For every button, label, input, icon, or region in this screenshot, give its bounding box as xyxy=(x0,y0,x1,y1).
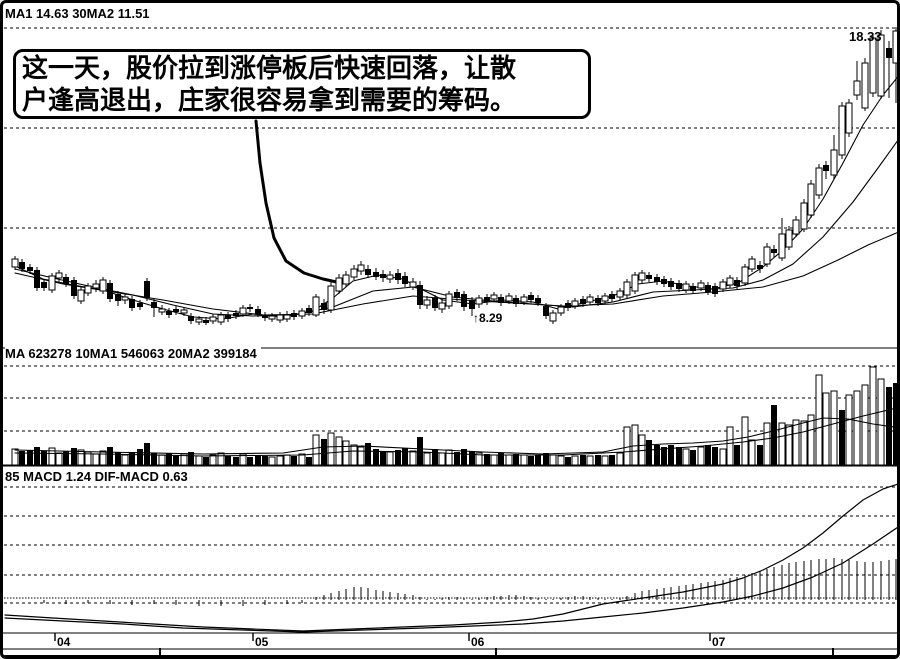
low-price-value: 8.29 xyxy=(479,311,503,325)
annotation-line-1: 这一天，股价拉到涨停板后快速回落，让散 xyxy=(22,54,517,83)
volume-panel[interactable] xyxy=(3,361,897,465)
x-axis-month-label: 04 xyxy=(57,635,71,649)
low-price-arrow-icon: ↑ xyxy=(473,311,479,325)
bottom-scrollbar[interactable] xyxy=(3,655,897,656)
high-price-label: 18.33 xyxy=(849,29,882,44)
x-axis-month-label: 05 xyxy=(255,635,269,649)
annotation-box: 这一天，股价拉到涨停板后快速回落，让散 户逢高退出，庄家很容易拿到需要的筹码。 xyxy=(13,49,591,119)
price-ma-indicator-label: MA1 14.63 30MA2 11.51 xyxy=(5,6,154,21)
annotation-line-2: 户逢高退出，庄家很容易拿到需要的筹码。 xyxy=(22,86,517,115)
macd-panel[interactable] xyxy=(3,485,897,630)
x-axis-month-label: 06 xyxy=(471,635,485,649)
low-price-label: ↑8.29 xyxy=(473,311,502,325)
chart-canvas xyxy=(3,27,897,655)
macd-indicator-label: 85 MACD 1.24 DIF-MACD 0.63 xyxy=(5,469,192,484)
volume-ma-indicator-label: MA 623278 10MA1 546063 20MA2 399184 xyxy=(5,346,261,361)
x-axis-month-label: 07 xyxy=(712,635,726,649)
